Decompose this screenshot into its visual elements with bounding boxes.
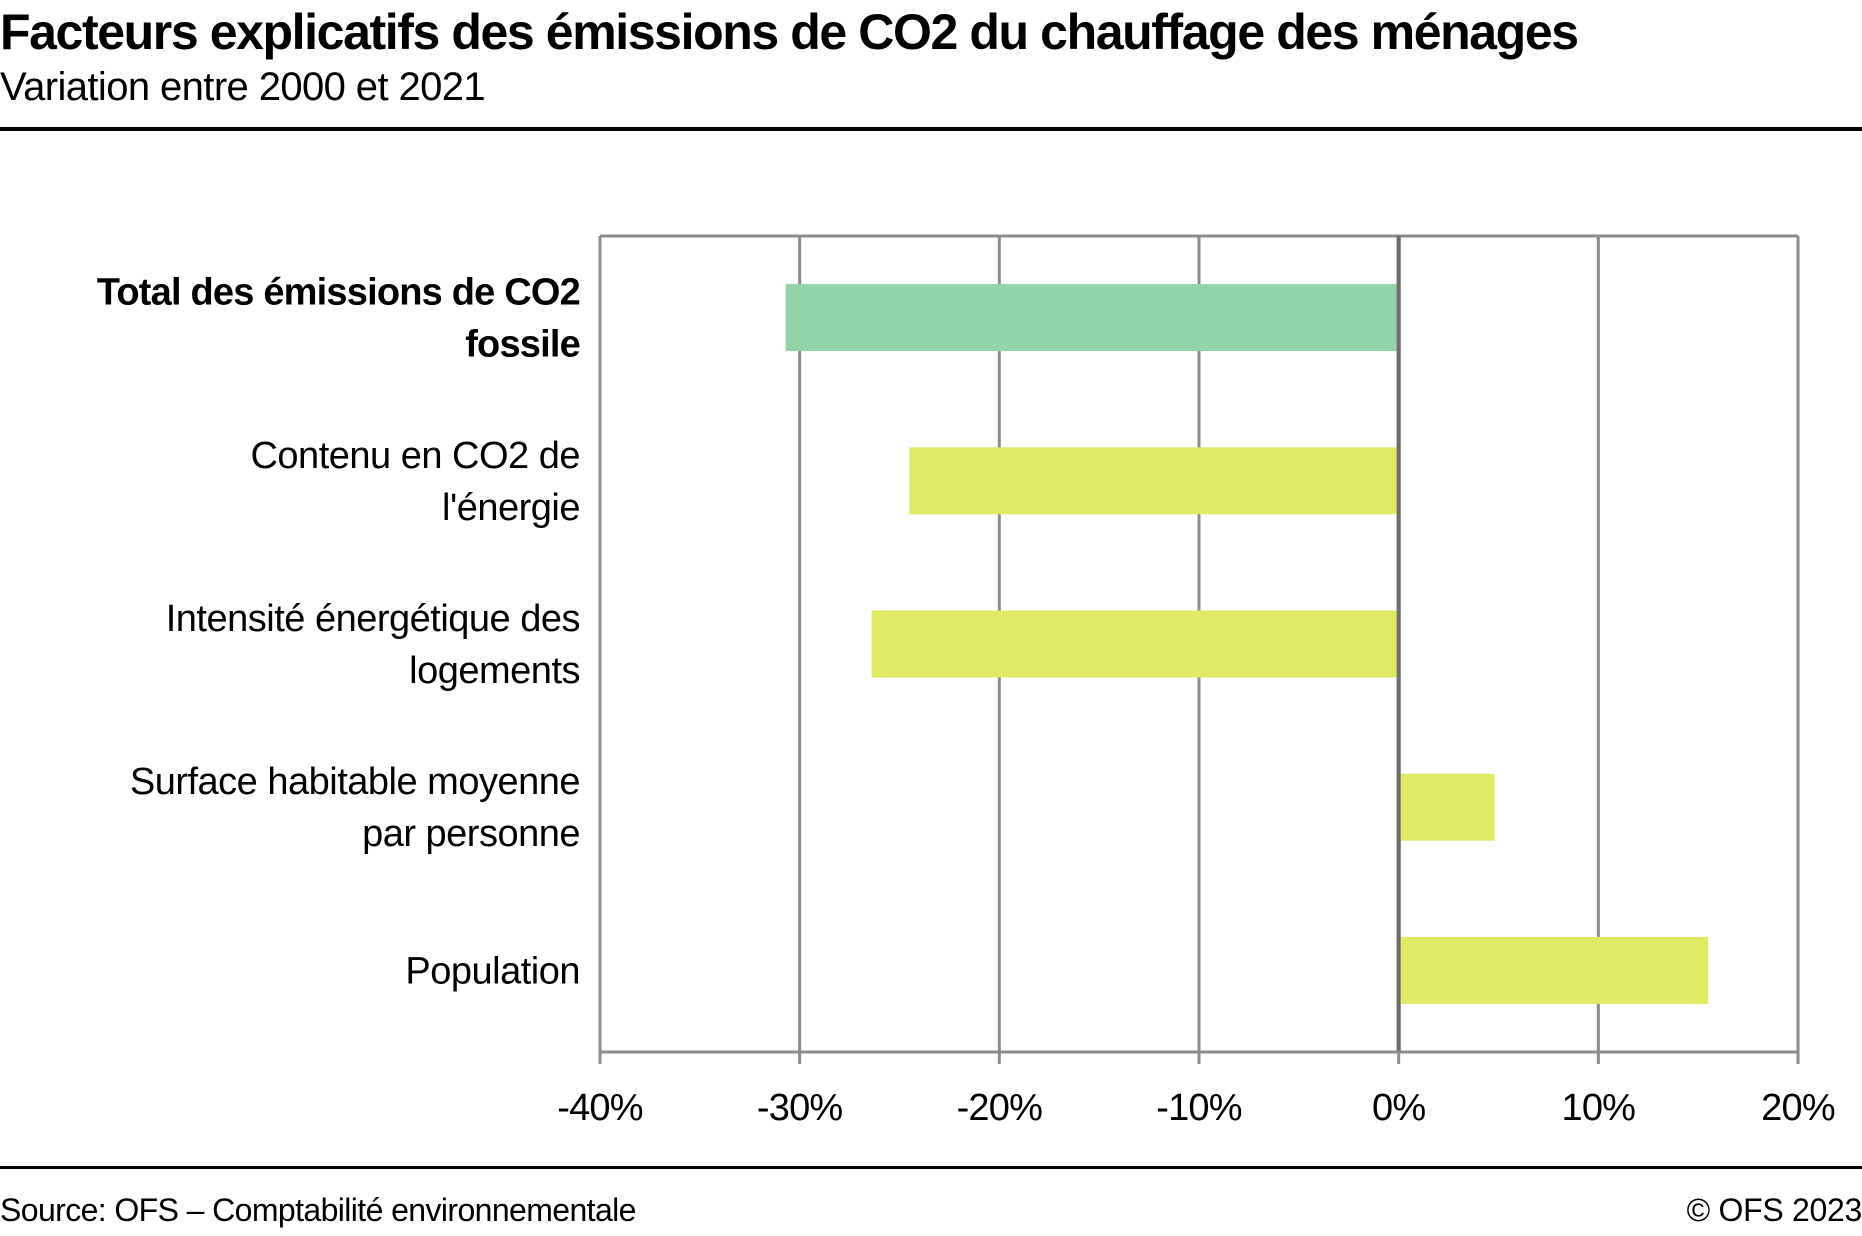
header-rule <box>0 127 1862 131</box>
category-label-line: Total des émissions de CO2 <box>97 272 580 314</box>
x-tick-label: 10% <box>1562 1087 1636 1129</box>
copyright-note: © OFS 2023 <box>1686 1192 1862 1228</box>
category-label-line: Intensité énergétique des <box>166 598 580 640</box>
category-label: Surface habitable moyenne par personne <box>130 761 580 855</box>
category-label-line: logements <box>409 650 580 692</box>
category-labels: Total des émissions de CO2 fossile Contenu… <box>97 272 581 993</box>
bar <box>909 447 1397 515</box>
category-label-line: l'énergie <box>442 487 580 529</box>
category-label: Total des émissions de CO2 fossile <box>97 272 580 366</box>
source-note: Source: OFS – Comptabilité environnement… <box>0 1192 636 1228</box>
category-label: Contenu en CO2 de l'énergie <box>250 435 580 529</box>
bars <box>785 236 1709 1052</box>
category-label-line: Population <box>405 950 580 992</box>
x-axis: -40% -30% -20% -10% 0% 10% 20% <box>557 1050 1836 1129</box>
category-label: Population <box>405 950 580 992</box>
bar <box>871 610 1397 678</box>
x-tick-label: -40% <box>557 1087 643 1129</box>
x-tick-label: -10% <box>1156 1087 1242 1129</box>
x-tick-label: -20% <box>957 1087 1043 1129</box>
bar <box>1400 936 1709 1004</box>
footer-rule <box>0 1166 1862 1169</box>
category-label-line: Surface habitable moyenne <box>130 761 580 803</box>
x-tick-label: -30% <box>757 1087 843 1129</box>
category-label: Intensité énergétique des logements <box>166 598 580 692</box>
bar <box>785 284 1397 352</box>
category-label-line: fossile <box>465 324 580 366</box>
x-tick-label: 20% <box>1761 1087 1835 1129</box>
chart-subtitle: Variation entre 2000 et 2021 <box>0 65 486 109</box>
x-tick-label: 0% <box>1372 1087 1425 1129</box>
category-label-line: Contenu en CO2 de <box>250 435 580 477</box>
category-label-line: par personne <box>362 813 580 855</box>
bar-chart: -40% -30% -20% -10% 0% 10% 20% Total des émiss… <box>97 234 1836 1129</box>
chart-title: Facteurs explicatifs des émissions de CO… <box>0 4 1579 60</box>
bar <box>1400 773 1495 841</box>
